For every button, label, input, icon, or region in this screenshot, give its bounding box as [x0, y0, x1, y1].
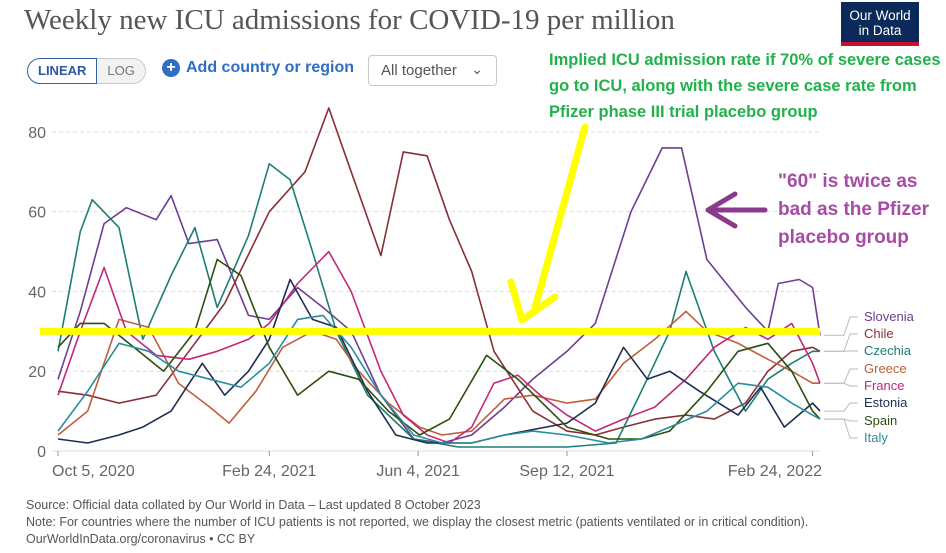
plus-icon: + — [162, 59, 180, 77]
series-line-spain — [57, 258, 821, 440]
add-country-label: Add country or region — [186, 59, 354, 76]
green-annotation: Implied ICU admission rate if 70% of sev… — [549, 51, 941, 121]
x-tick-label: Oct 5, 2020 — [52, 463, 135, 480]
footer-source: Source: Official data collated by Our Wo… — [26, 498, 481, 512]
x-axis-ticks: Oct 5, 2020 Feb 24, 2021 Jun 4, 2021 Sep 12… — [52, 451, 822, 480]
log-scale-button[interactable]: LOG — [97, 58, 146, 84]
footer: Source: Official data collated by Our Wo… — [26, 497, 808, 548]
logo-line-2: in Data — [858, 23, 902, 38]
yellow-arrow-head — [507, 278, 559, 324]
scale-toggle: LINEAR LOG — [27, 58, 146, 84]
series-line-italy — [57, 314, 821, 444]
purple-arrow-head — [705, 191, 738, 229]
legend-connector — [824, 333, 858, 352]
legend-connector — [824, 418, 858, 439]
linear-scale-button[interactable]: LINEAR — [27, 58, 98, 84]
y-tick-label: 0 — [37, 444, 46, 461]
chart-title: Weekly new ICU admissions for COVID-19 p… — [24, 4, 675, 36]
legend-connector — [824, 368, 858, 384]
x-tick-label: Sep 12, 2021 — [519, 463, 614, 480]
series-line-greece — [57, 310, 820, 436]
yellow-arrow-shaft — [531, 123, 589, 312]
legend-label-czechia: Czechia — [864, 343, 912, 358]
legend-label-estonia: Estonia — [864, 395, 908, 410]
legend-label-slovenia: Slovenia — [864, 309, 915, 324]
series-line-estonia — [57, 278, 821, 444]
owid-logo[interactable]: Our World in Data — [841, 2, 919, 46]
legend-label-spain: Spain — [864, 413, 897, 428]
y-tick-label: 40 — [28, 284, 46, 301]
legend-connector — [824, 382, 858, 387]
facet-select[interactable]: All together ⌄ — [368, 55, 497, 86]
chart-plot: 0 20 40 60 80 Oct 5, 2020 Feb 24, 2021 Jun 4, … — [28, 107, 915, 480]
y-tick-label: 20 — [28, 364, 46, 381]
legend-label-france: France — [864, 378, 904, 393]
series-line-france — [57, 250, 821, 444]
series-line-czechia — [57, 163, 820, 448]
footer-note: Note: For countries where the number of … — [26, 515, 809, 529]
legend-connector — [824, 316, 858, 336]
x-tick-label: Jun 4, 2021 — [376, 463, 460, 480]
legend-label-italy: Italy — [864, 430, 888, 445]
facet-select-value: All together — [381, 62, 457, 79]
series-lines — [57, 107, 821, 448]
legend-label-greece: Greece — [864, 361, 907, 376]
annotation-overlays — [40, 123, 820, 335]
logo-line-1: Our World — [849, 8, 911, 23]
legend-connector — [824, 402, 858, 412]
add-country-button[interactable]: + Add country or region — [162, 59, 354, 77]
x-tick-label: Feb 24, 2021 — [222, 463, 316, 480]
chevron-down-icon: ⌄ — [471, 61, 483, 77]
purple-annotation: "60" is twice as bad as the Pfizer place… — [778, 171, 929, 248]
legend: Slovenia Chile Czechia Greece France Estonia S… — [824, 309, 915, 445]
x-tick-label: Feb 24, 2022 — [728, 463, 822, 480]
legend-label-chile: Chile — [864, 326, 894, 341]
y-tick-label: 80 — [28, 125, 46, 142]
y-tick-label: 60 — [28, 205, 46, 222]
y-axis-ticks: 0 20 40 60 80 — [28, 125, 46, 461]
series-line-chile — [57, 107, 821, 436]
footer-credit[interactable]: OurWorldInData.org/coronavirus • CC BY — [26, 532, 256, 546]
